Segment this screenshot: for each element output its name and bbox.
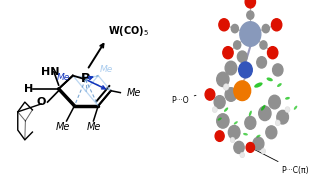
Circle shape [245, 116, 256, 129]
Ellipse shape [266, 77, 273, 81]
Circle shape [275, 120, 280, 126]
Circle shape [217, 114, 229, 128]
Circle shape [234, 141, 244, 153]
Circle shape [234, 41, 241, 49]
Text: P: P [81, 72, 90, 85]
Circle shape [219, 19, 229, 31]
Circle shape [225, 61, 237, 75]
Circle shape [246, 143, 255, 152]
Circle shape [214, 96, 225, 108]
Ellipse shape [294, 106, 297, 110]
Circle shape [223, 84, 229, 90]
Ellipse shape [234, 121, 238, 125]
Circle shape [262, 24, 269, 33]
Text: O: O [36, 97, 46, 107]
Circle shape [261, 148, 266, 154]
Circle shape [212, 107, 217, 113]
Circle shape [239, 62, 252, 78]
Circle shape [277, 110, 288, 124]
Circle shape [237, 51, 247, 62]
Circle shape [247, 11, 254, 19]
Circle shape [266, 126, 277, 139]
Circle shape [228, 125, 240, 139]
Text: Me: Me [99, 65, 113, 74]
Circle shape [230, 137, 235, 143]
Circle shape [205, 89, 215, 100]
Circle shape [234, 81, 251, 101]
Ellipse shape [254, 82, 263, 88]
Circle shape [215, 131, 224, 141]
Circle shape [269, 95, 280, 109]
Circle shape [223, 47, 233, 59]
Ellipse shape [256, 135, 261, 137]
Ellipse shape [224, 107, 228, 112]
Text: HN: HN [41, 67, 60, 77]
Text: Me: Me [127, 88, 141, 98]
Text: Me: Me [56, 122, 70, 132]
Ellipse shape [243, 133, 248, 136]
Circle shape [267, 47, 278, 59]
Text: P···C(π): P···C(π) [253, 149, 309, 175]
Text: P···O: P···O [171, 95, 196, 105]
Circle shape [285, 107, 290, 113]
Ellipse shape [218, 118, 222, 121]
Circle shape [260, 41, 267, 49]
Ellipse shape [277, 83, 282, 87]
Circle shape [259, 106, 271, 121]
Circle shape [257, 57, 266, 68]
Circle shape [253, 137, 264, 150]
Text: W(CO)$_5$: W(CO)$_5$ [108, 24, 149, 38]
Circle shape [231, 24, 238, 33]
Circle shape [225, 88, 237, 101]
Circle shape [240, 22, 261, 46]
Text: H: H [24, 84, 33, 94]
Circle shape [240, 152, 245, 158]
Circle shape [273, 64, 283, 76]
Circle shape [245, 0, 255, 8]
Circle shape [271, 19, 282, 31]
Text: Me: Me [86, 122, 101, 132]
Text: Me: Me [57, 73, 70, 82]
Ellipse shape [249, 111, 252, 116]
Ellipse shape [261, 105, 266, 111]
Circle shape [217, 72, 229, 87]
Ellipse shape [285, 97, 290, 100]
